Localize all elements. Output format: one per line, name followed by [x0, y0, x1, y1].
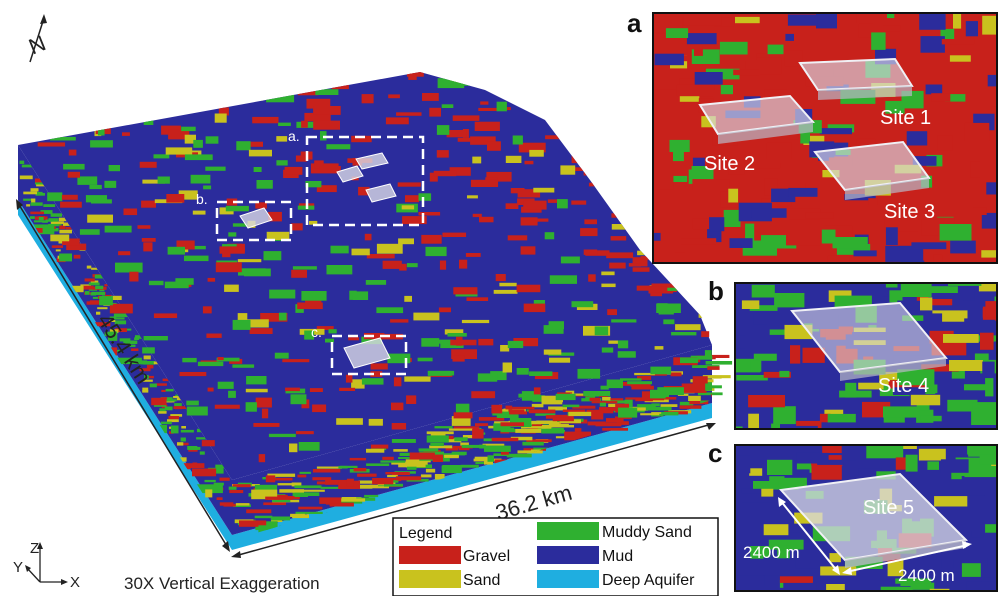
- north-arrow-icon: [40, 14, 47, 24]
- legend-title: Legend: [399, 525, 452, 542]
- geologic-block: a. b. c.: [18, 72, 733, 550]
- site-5-label: Site 5: [863, 497, 914, 519]
- box-label-b: b.: [196, 191, 208, 207]
- legend-swatch-gravel: [399, 546, 461, 564]
- panel-c-letter: c: [708, 438, 722, 468]
- axis-y-label: Y: [13, 559, 23, 576]
- site-4-label: Site 4: [878, 375, 929, 397]
- north-arrow: N: [25, 14, 49, 63]
- exaggeration-note: 30X Vertical Exaggeration: [124, 574, 320, 593]
- box-label-a: a.: [288, 128, 300, 144]
- selection-box-b: [215, 200, 293, 242]
- main-site-boxes: [239, 152, 397, 369]
- legend-label-sand: Sand: [463, 572, 500, 589]
- legend-swatch-mud: [537, 546, 599, 564]
- selection-box-c: [330, 334, 408, 376]
- inset-panel-c: c Site 5 2400 m 2400 m: [708, 438, 998, 592]
- legend-label-muddy-sand: Muddy Sand: [602, 524, 692, 541]
- box-label-c: c.: [311, 324, 322, 340]
- inset-panel-a: a Site 1 Site 2 Site 3: [627, 8, 998, 264]
- legend-label-mud: Mud: [602, 548, 633, 565]
- axis-z-label: Z: [30, 540, 39, 557]
- north-label: N: [25, 30, 49, 59]
- inset-panel-b: b Site 4: [708, 276, 998, 430]
- legend-swatch-sand: [399, 570, 461, 588]
- legend-label-gravel: Gravel: [463, 548, 510, 565]
- site-1-label: Site 1: [880, 107, 931, 129]
- site-2-label: Site 2: [704, 153, 755, 175]
- legend-label-deep-aquifer: Deep Aquifer: [602, 572, 695, 589]
- selection-box-a: [305, 135, 425, 227]
- legend-swatch-muddy-sand: [537, 522, 599, 540]
- legend-swatch-deep-aquifer: [537, 570, 599, 588]
- panel-a-letter: a: [627, 8, 642, 38]
- axis-triad: Z Y X: [13, 540, 80, 591]
- site-5-dim-bottom: 2400 m: [898, 566, 955, 585]
- legend: Legend Gravel Sand Muddy Sand Mud Deep A…: [392, 517, 719, 596]
- deep-aquifer-layer: [18, 200, 712, 550]
- panel-b-letter: b: [708, 276, 724, 306]
- site-3-label: Site 3: [884, 201, 935, 223]
- site-5-dim-left: 2400 m: [743, 543, 800, 562]
- site-5-dimension-lines: [778, 497, 972, 575]
- axis-x-label: X: [70, 574, 80, 591]
